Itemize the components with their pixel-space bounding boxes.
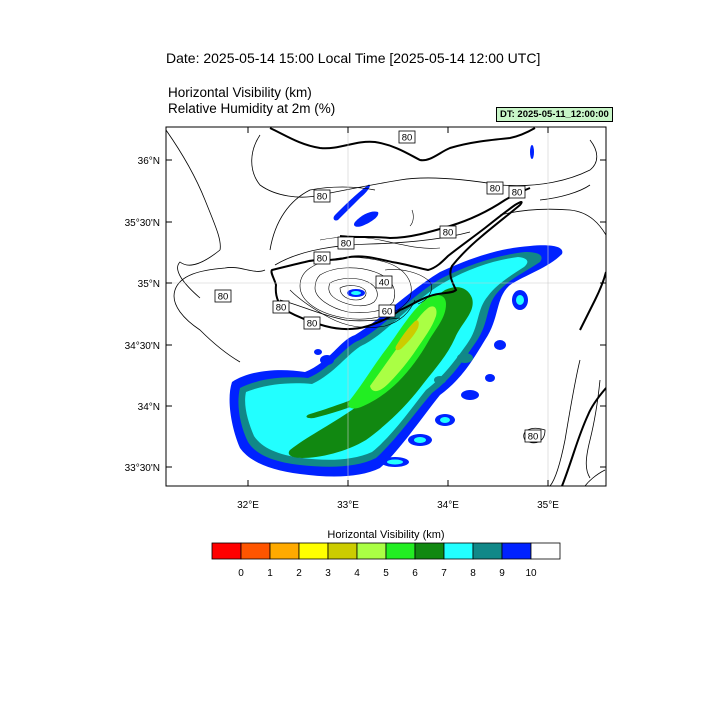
colorbar-label: 0 — [238, 568, 244, 579]
visibility-3-4-band — [395, 320, 419, 351]
svg-text:80: 80 — [276, 303, 287, 314]
svg-text:80: 80 — [307, 319, 318, 330]
colorbar-label: 5 — [383, 568, 389, 579]
levant-coast — [579, 271, 606, 331]
colorbar-swatch — [443, 542, 474, 560]
contour-label: 80 — [524, 429, 542, 443]
contour-label: 80 — [214, 289, 232, 303]
lon-tick-label: 34°E — [437, 500, 459, 511]
colorbar-swatch — [356, 542, 387, 560]
contour-label: 80 — [439, 225, 457, 239]
lon-tick-label: 35°E — [537, 500, 559, 511]
colorbar-label: 3 — [325, 568, 331, 579]
colorbar-title: Horizontal Visibility (km) — [327, 529, 444, 541]
contour-label: 80 — [486, 181, 504, 195]
colorbar-swatch — [530, 542, 561, 560]
colorbar-swatch — [211, 542, 242, 560]
lon-tick-label: 32°E — [237, 500, 259, 511]
colorbar-swatch — [298, 542, 329, 560]
turkey-coast — [269, 127, 536, 162]
lat-tick-label: 33°30'N — [125, 463, 160, 474]
colorbar-label: 1 — [267, 568, 273, 579]
lat-tick-label: 34°30'N — [125, 341, 160, 352]
colorbar-label: 9 — [499, 568, 505, 579]
latitude-axis: 36°N 35°30'N 35°N 34°30'N 34°N 33°30'N — [125, 156, 606, 474]
field-title-visibility: Horizontal Visibility (km) — [168, 85, 312, 100]
map-frame — [165, 126, 607, 487]
lat-tick-label: 34°N — [138, 402, 160, 413]
visibility-4-5-band — [370, 306, 437, 392]
colorbar-label: 7 — [441, 568, 447, 579]
colorbar-swatch — [414, 542, 445, 560]
contour-label: 80 — [303, 316, 321, 330]
svg-text:80: 80 — [443, 228, 454, 239]
contour-label: 80 — [313, 189, 331, 203]
cyprus-coast — [270, 201, 523, 330]
svg-text:40: 40 — [379, 278, 390, 289]
svg-text:80: 80 — [317, 254, 328, 265]
lat-tick-label: 36°N — [138, 156, 160, 167]
colorbar-label: 8 — [470, 568, 476, 579]
colorbar: Horizontal Visibility (km) 0 1 2 3 4 5 6 7 8 9 10 — [211, 529, 561, 579]
colorbar-label: 10 — [525, 568, 537, 579]
lat-tick-label: 35°30'N — [125, 218, 160, 229]
svg-text:80: 80 — [341, 239, 352, 250]
colorbar-swatch — [385, 542, 416, 560]
svg-text:60: 60 — [382, 307, 393, 318]
visibility-plume — [229, 145, 563, 477]
svg-text:80: 80 — [317, 192, 328, 203]
svg-text:80: 80 — [218, 292, 229, 303]
lon-tick-label: 33°E — [337, 500, 359, 511]
colorbar-label: 4 — [354, 568, 360, 579]
svg-text:80: 80 — [402, 133, 413, 144]
init-time-badge: DT: 2025-05-11_12:00:00 — [496, 107, 613, 122]
colorbar-label: 2 — [296, 568, 302, 579]
field-title-humidity: Relative Humidity at 2m (%) — [168, 101, 336, 116]
colorbar-swatch — [501, 542, 532, 560]
contour-label: 80 — [313, 251, 331, 265]
lat-tick-label: 35°N — [138, 279, 160, 290]
colorbar-swatch — [240, 542, 271, 560]
contour-label: 80 — [272, 300, 290, 314]
contour-label: 80 — [398, 130, 416, 144]
levant-coast-south — [561, 387, 606, 486]
longitude-axis: 32°E 33°E 34°E 35°E — [237, 127, 559, 511]
plot-date-title: Date: 2025-05-14 15:00 Local Time [2025-… — [166, 50, 541, 66]
visibility-streaks — [314, 145, 534, 467]
colorbar-swatch — [327, 542, 358, 560]
contour-label: 40 — [375, 275, 393, 289]
colorbar-swatch — [472, 542, 503, 560]
contour-label: 80 — [337, 236, 355, 250]
contour-labels: 80 80 80 80 80 80 80 80 80 40 60 80 80 — [214, 130, 542, 443]
colorbar-label: 6 — [412, 568, 418, 579]
colorbar-swatch — [269, 542, 300, 560]
svg-text:80: 80 — [512, 188, 523, 199]
contour-label: 80 — [508, 185, 526, 199]
svg-text:80: 80 — [528, 432, 539, 443]
contour-label: 60 — [378, 304, 396, 318]
svg-text:80: 80 — [490, 184, 501, 195]
